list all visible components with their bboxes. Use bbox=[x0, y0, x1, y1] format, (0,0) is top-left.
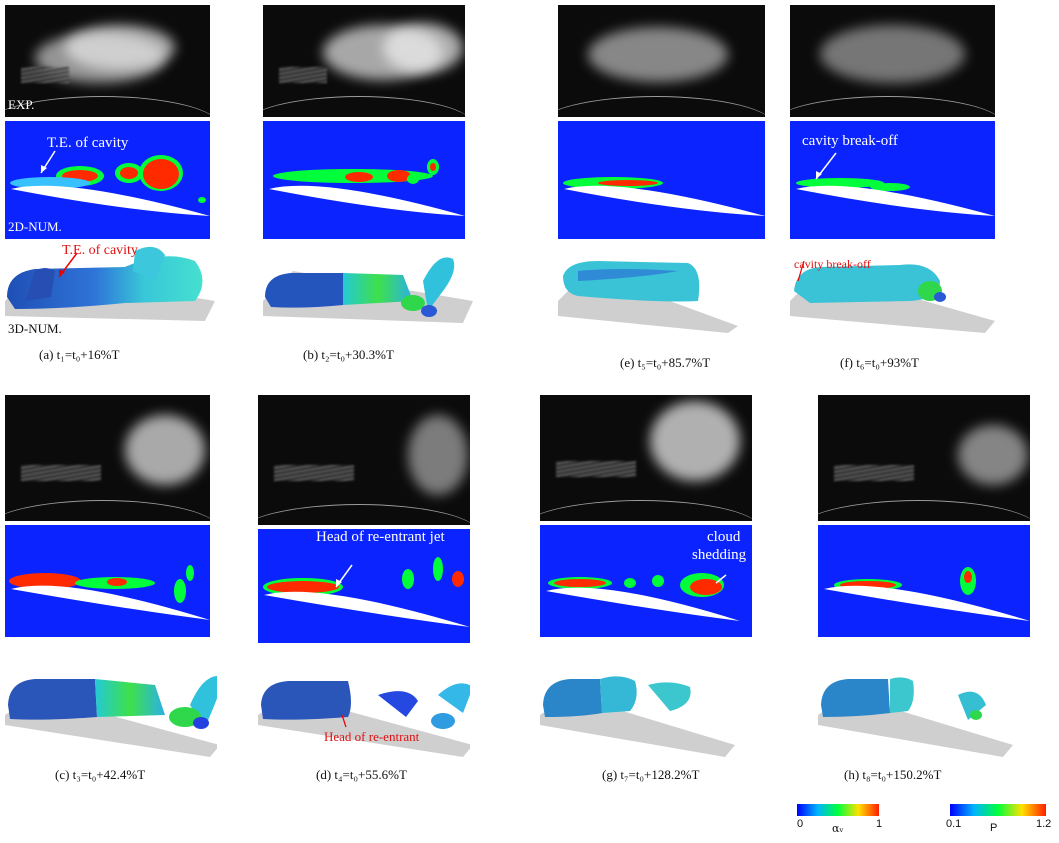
row-label-2d: 2D-NUM. bbox=[8, 219, 62, 234]
camera-overlay bbox=[5, 7, 210, 21]
num2d-image-g: cloud shedding bbox=[540, 525, 752, 637]
num3d-image-e bbox=[558, 261, 738, 333]
num3d-image-c bbox=[5, 676, 217, 757]
exp-image-d bbox=[258, 395, 470, 525]
num3d-image-b bbox=[263, 257, 473, 323]
annotation-reentrant-3d: Head of re-entrant bbox=[324, 729, 420, 744]
caption-e: (e) t₅=t₀+85.7%T bbox=[620, 355, 711, 370]
colorbar-alpha-min: 0 bbox=[797, 818, 804, 830]
num2d-image-e bbox=[558, 121, 765, 239]
exp-image-b bbox=[263, 5, 465, 117]
colorbar-pressure-label: P bbox=[990, 822, 998, 834]
colorbar-pressure bbox=[950, 804, 1046, 816]
num2d-image-f: cavity break-off bbox=[790, 121, 995, 239]
caption-h: (h) t₈=t₀+150.2%T bbox=[844, 767, 942, 782]
num3d-image-h bbox=[818, 677, 1013, 757]
panel-a: EXP. T.E. of cavity 2D-NUM. T.E. of cavi… bbox=[5, 5, 217, 365]
caption-c: (c) t₃=t₀+42.4%T bbox=[55, 767, 146, 782]
annotation-breakoff-2d: cavity break-off bbox=[802, 133, 898, 149]
panel-f: cavity break-off cavity break-off (f) t₆… bbox=[790, 5, 1002, 370]
panel-d: Head of re-entrant jet Head of re-entran… bbox=[258, 395, 470, 785]
colorbar-alpha-max: 1 bbox=[876, 818, 883, 830]
colorbar-alpha-label: αᵥ bbox=[832, 822, 844, 835]
panel-h: (h) t₈=t₀+150.2%T bbox=[818, 395, 1030, 785]
exp-image-e bbox=[558, 5, 765, 117]
panel-g: cloud shedding (g) t₇=t₀+128.2%T bbox=[540, 395, 752, 785]
panel-e: (e) t₅=t₀+85.7%T bbox=[558, 5, 770, 370]
num2d-image-d: Head of re-entrant jet bbox=[258, 529, 470, 643]
panel-c: (c) t₃=t₀+42.4%T bbox=[5, 395, 217, 785]
colorbar-pressure-max: 1.2 bbox=[1036, 818, 1052, 830]
exp-image-g bbox=[540, 395, 752, 521]
caption-g: (g) t₇=t₀+128.2%T bbox=[602, 767, 700, 782]
caption-a: (a) t₁=t₀+16%T bbox=[39, 347, 120, 362]
annotation-cloud-line2: shedding bbox=[692, 547, 747, 563]
annotation-reentrant-2d: Head of re-entrant jet bbox=[316, 529, 445, 545]
row-label-3d: 3D-NUM. bbox=[8, 321, 62, 336]
num2d-image-h bbox=[818, 525, 1030, 637]
exp-image-a bbox=[5, 5, 210, 117]
caption-d: (d) t₄=t₀+55.6%T bbox=[316, 767, 407, 782]
num2d-image-a: T.E. of cavity 2D-NUM. bbox=[5, 121, 210, 239]
row-label-exp: EXP. bbox=[8, 97, 35, 112]
num2d-image-b bbox=[263, 121, 465, 239]
colorbar-pressure-min: 0.1 bbox=[946, 818, 962, 830]
exp-image-f bbox=[790, 5, 995, 117]
num3d-image-a bbox=[5, 246, 215, 321]
num3d-image-d bbox=[258, 681, 470, 757]
annotation-cloud-line1: cloud bbox=[707, 529, 741, 545]
exp-image-c bbox=[5, 395, 210, 521]
annotation-te-cavity-2d: T.E. of cavity bbox=[47, 135, 129, 151]
num3d-image-f bbox=[790, 260, 995, 333]
annotation-breakoff-3d: cavity break-off bbox=[794, 257, 871, 271]
annotation-te-cavity-3d: T.E. of cavity bbox=[62, 243, 138, 258]
num2d-image-c bbox=[5, 525, 210, 637]
exp-image-h bbox=[818, 395, 1030, 521]
colorbar-alpha bbox=[797, 804, 879, 816]
num3d-image-g bbox=[540, 676, 735, 757]
caption-b: (b) t₂=t₀+30.3%T bbox=[303, 347, 394, 362]
panel-b: (b) t₂=t₀+30.3%T bbox=[263, 5, 475, 365]
caption-f: (f) t₆=t₀+93%T bbox=[840, 355, 919, 370]
